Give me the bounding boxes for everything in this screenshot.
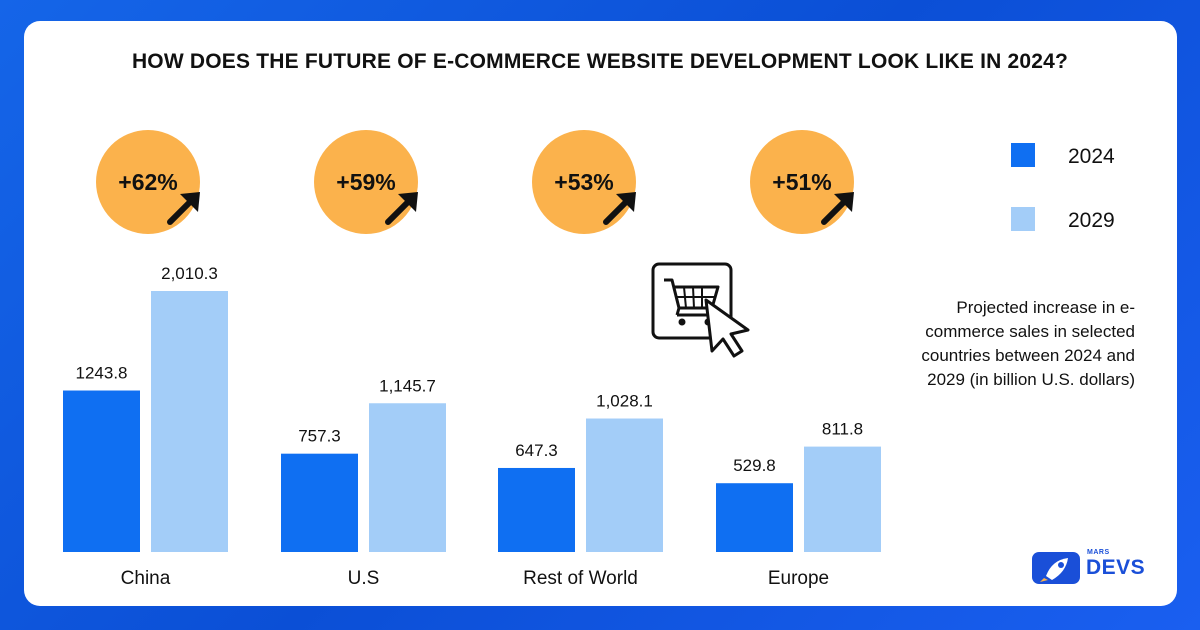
- bar-2029-0: [151, 291, 228, 552]
- bar-2024-0: [63, 390, 140, 552]
- bar-2029-1: [369, 403, 446, 552]
- growth-badge-0: +62%: [96, 130, 200, 234]
- badge-circle: [532, 130, 636, 234]
- value-label-2029-3: 811.8: [822, 420, 863, 439]
- legend-swatch-2029: [1011, 207, 1035, 231]
- bar-2024-1: [281, 453, 358, 552]
- badge-circle: [96, 130, 200, 234]
- bar-2024-2: [498, 467, 575, 552]
- chart-title: HOW DOES THE FUTURE OF E-COMMERCE WEBSIT…: [131, 50, 1069, 73]
- legend-label-2029: 2029: [1068, 209, 1115, 232]
- bar-2029-2: [586, 418, 663, 552]
- value-label-2024-1: 757.3: [298, 427, 341, 446]
- arrow-up-right-icon: [603, 192, 636, 225]
- badge-circle: [750, 130, 854, 234]
- arrow-up-right-icon: [821, 192, 854, 225]
- category-label-0: China: [121, 568, 171, 589]
- chart-caption: Projected increase in e-commerce sales i…: [921, 298, 1135, 389]
- value-label-2024-3: 529.8: [733, 456, 776, 475]
- rocket-icon: [1032, 552, 1080, 584]
- value-label-2029-0: 2,010.3: [161, 264, 218, 283]
- growth-label: +51%: [772, 169, 831, 195]
- value-label-2029-1: 1,145.7: [379, 376, 436, 395]
- category-label-1: U.S: [348, 568, 380, 589]
- growth-label: +53%: [554, 169, 613, 195]
- growth-badge-2: +53%: [532, 130, 636, 234]
- legend-label-2024: 2024: [1068, 145, 1115, 168]
- value-label-2024-2: 647.3: [515, 441, 558, 460]
- category-label-3: Europe: [768, 568, 829, 589]
- arrow-up-right-icon: [385, 192, 418, 225]
- growth-label: +59%: [336, 169, 395, 195]
- logo-big-text: DEVS: [1086, 556, 1146, 579]
- growth-label: +62%: [118, 169, 177, 195]
- cursor-icon: [704, 298, 750, 358]
- category-label-2: Rest of World: [523, 568, 638, 589]
- value-label-2024-0: 1243.8: [76, 364, 128, 383]
- bar-2029-3: [804, 446, 881, 552]
- value-label-2029-2: 1,028.1: [596, 392, 653, 411]
- bar-2024-3: [716, 483, 793, 552]
- growth-badge-1: +59%: [314, 130, 418, 234]
- badge-circle: [314, 130, 418, 234]
- logo-small-text: MARS: [1087, 549, 1110, 556]
- arrow-up-right-icon: [167, 192, 200, 225]
- growth-badge-3: +51%: [750, 130, 854, 234]
- legend-swatch-2024: [1011, 143, 1035, 167]
